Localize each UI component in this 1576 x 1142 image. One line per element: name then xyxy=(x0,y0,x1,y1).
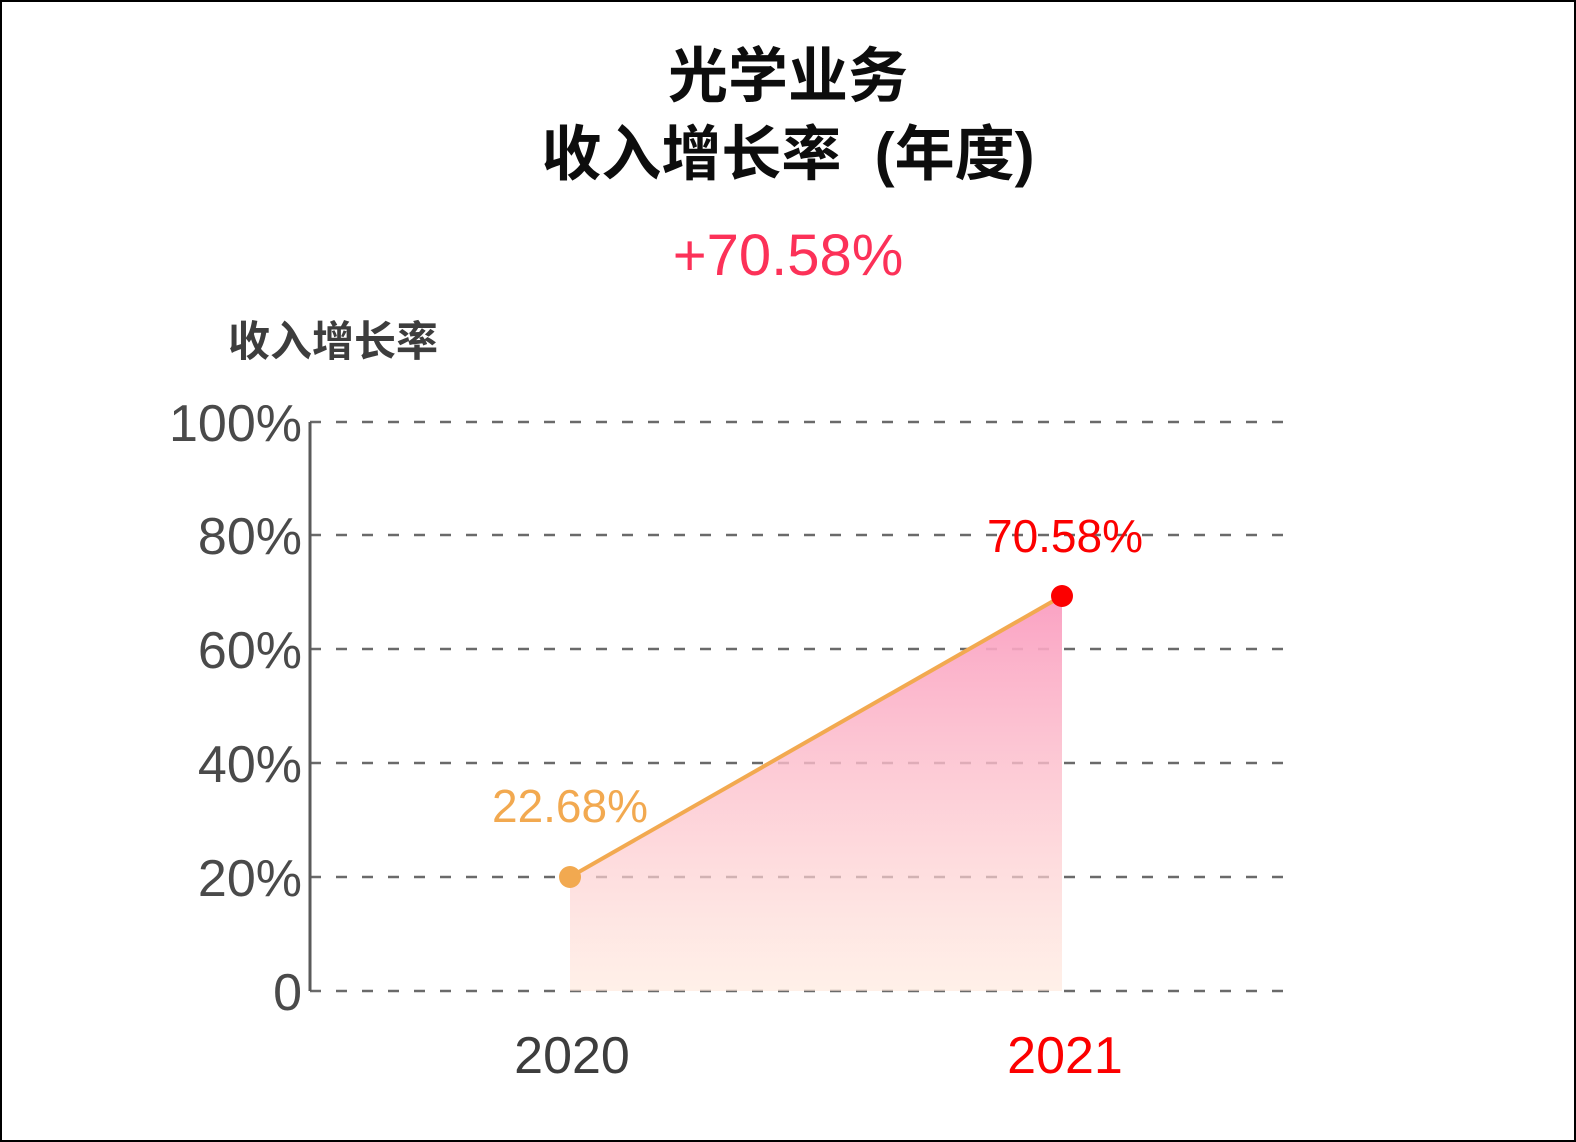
svg-text:80%: 80% xyxy=(198,508,302,566)
svg-text:100%: 100% xyxy=(169,395,302,453)
svg-text:22.68%: 22.68% xyxy=(492,780,648,832)
svg-text:60%: 60% xyxy=(198,622,302,680)
svg-text:0: 0 xyxy=(273,964,302,1022)
svg-text:40%: 40% xyxy=(198,736,302,794)
svg-text:2020: 2020 xyxy=(514,1027,630,1085)
svg-text:20%: 20% xyxy=(198,850,302,908)
svg-text:70.58%: 70.58% xyxy=(987,510,1143,562)
svg-text:2021: 2021 xyxy=(1007,1027,1123,1085)
